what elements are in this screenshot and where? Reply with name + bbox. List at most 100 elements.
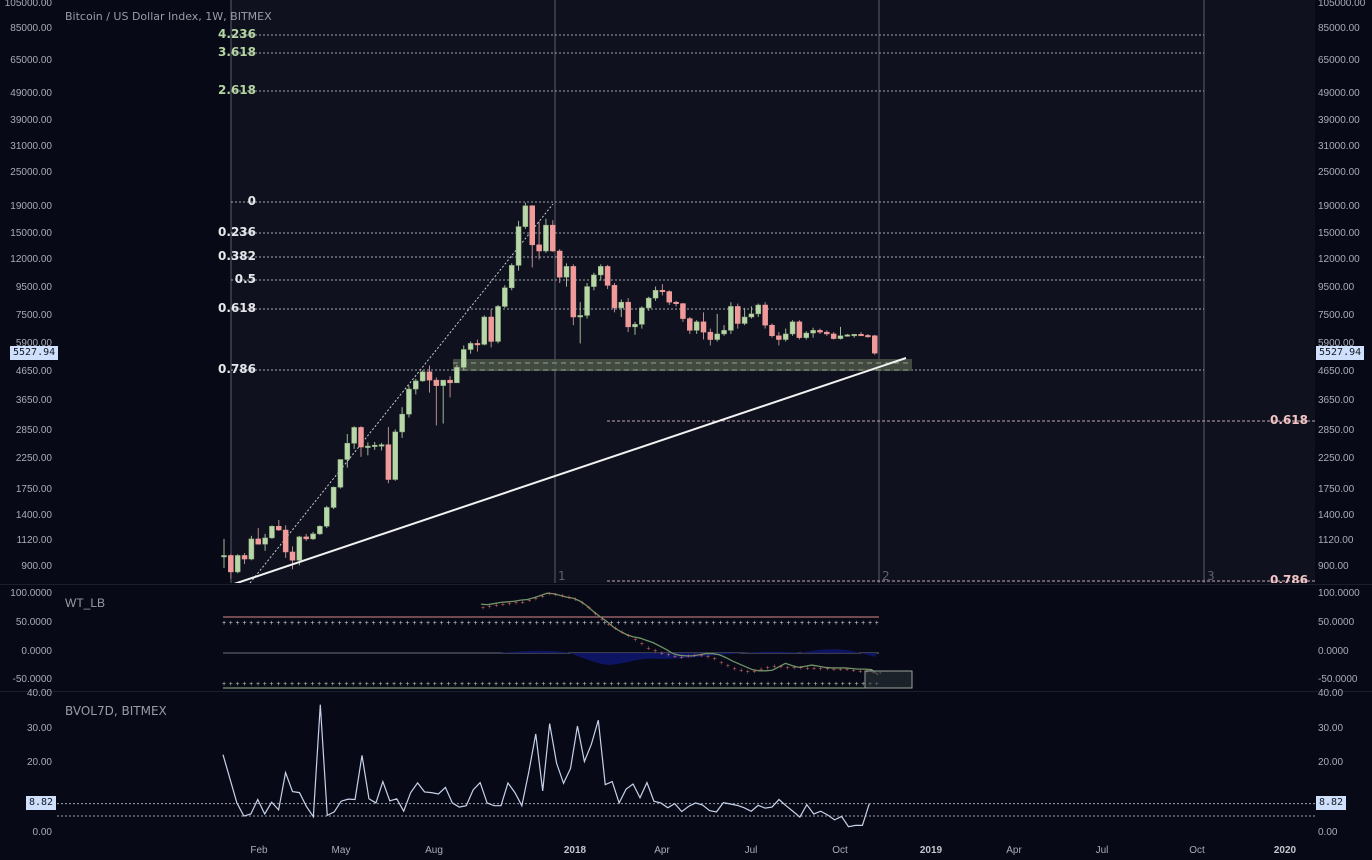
right-axis-tick: 2250.00 — [1318, 453, 1355, 464]
svg-text:+: + — [338, 681, 342, 688]
right-axis-tick: 5900.00 — [1318, 338, 1355, 349]
svg-text:+: + — [249, 620, 253, 627]
right-axis-tick: 4650.00 — [1318, 366, 1355, 377]
left-axis-tick: 19000.00 — [10, 201, 52, 212]
svg-text:+: + — [358, 620, 362, 627]
fib-right-label: 0.786 — [1270, 573, 1308, 583]
right-axis-tick: 1400.00 — [1318, 510, 1355, 521]
svg-text:+: + — [766, 620, 770, 627]
svg-text:+: + — [773, 620, 777, 627]
left-current-price-tag: 5527.94 — [10, 346, 59, 360]
right-current-price-tag: 5527.94 — [1316, 346, 1365, 360]
svg-text:+: + — [623, 620, 627, 627]
svg-text:+: + — [440, 620, 444, 627]
svg-text:+: + — [446, 620, 450, 627]
svg-text:+: + — [733, 666, 737, 673]
svg-text:+: + — [637, 620, 641, 627]
bvol-left-tick: 40.00 — [26, 688, 52, 699]
right-axis-tick: 105000.00 — [1318, 0, 1366, 9]
bvol-left-tick: 30.00 — [26, 723, 52, 734]
wt-lb-indicator-pane[interactable]: + + + + + + + + + + + + + + + + + + + + + + + + + + + + + + + + + + + + + + + +… — [0, 584, 1372, 691]
svg-text:+: + — [514, 620, 518, 627]
svg-text:+: + — [344, 620, 348, 627]
svg-text:+: + — [616, 620, 620, 627]
svg-text:+: + — [480, 620, 484, 627]
bvol7d-canvas[interactable] — [0, 692, 1372, 860]
fib-extension-label: 3.618 — [218, 45, 256, 59]
svg-text:+: + — [759, 667, 763, 674]
svg-text:+: + — [799, 665, 803, 672]
svg-text:+: + — [562, 620, 566, 627]
svg-text:+: + — [691, 620, 695, 627]
left-axis-tick: 7500.00 — [15, 310, 52, 321]
svg-text:+: + — [494, 681, 498, 688]
svg-text:+: + — [297, 681, 301, 688]
svg-text:+: + — [304, 620, 308, 627]
svg-text:+: + — [542, 620, 546, 627]
svg-text:+: + — [827, 681, 831, 688]
svg-text:+: + — [812, 665, 816, 672]
svg-text:+: + — [481, 605, 485, 612]
svg-text:+: + — [832, 667, 836, 674]
svg-text:+: + — [378, 620, 382, 627]
svg-text:+: + — [779, 664, 783, 671]
svg-text:+: + — [249, 681, 253, 688]
svg-text:+: + — [603, 620, 607, 627]
svg-text:+: + — [256, 620, 260, 627]
svg-text:+: + — [848, 620, 852, 627]
svg-text:+: + — [514, 600, 518, 607]
svg-text:+: + — [660, 650, 664, 657]
svg-text:+: + — [487, 620, 491, 627]
svg-text:+: + — [419, 620, 423, 627]
svg-text:+: + — [569, 620, 573, 627]
svg-text:+: + — [392, 681, 396, 688]
svg-text:+: + — [800, 681, 804, 688]
svg-text:+: + — [772, 664, 776, 671]
svg-text:+: + — [671, 681, 675, 688]
price-chart-pane[interactable]: Bitcoin / US Dollar Index, 1W, BITMEX 10… — [0, 0, 1372, 583]
bvol7d-indicator-pane[interactable]: BVOL7D, BITMEX 40.00 30.00 20.00 0.00 40.00… — [0, 688, 1372, 860]
svg-text:+: + — [542, 681, 546, 688]
svg-text:+: + — [673, 653, 677, 660]
svg-text:+: + — [412, 681, 416, 688]
svg-text:+: + — [780, 620, 784, 627]
svg-text:+: + — [718, 681, 722, 688]
left-axis-tick: 105000.00 — [4, 0, 52, 9]
svg-text:+: + — [256, 681, 260, 688]
svg-text:+: + — [263, 681, 267, 688]
right-axis-tick: 15000.00 — [1318, 228, 1360, 239]
svg-text:+: + — [548, 620, 552, 627]
left-axis-tick: 2850.00 — [15, 425, 52, 436]
svg-text:+: + — [726, 663, 730, 670]
svg-text:+: + — [555, 681, 559, 688]
svg-text:+: + — [358, 681, 362, 688]
svg-text:+: + — [580, 600, 584, 607]
svg-text:+: + — [331, 681, 335, 688]
svg-text:+: + — [637, 681, 641, 688]
price-chart-canvas[interactable] — [0, 0, 1372, 583]
wt-left-tick: -50.0000 — [12, 674, 52, 685]
time-axis-label: Oct — [1189, 845, 1205, 856]
svg-text:+: + — [548, 681, 552, 688]
svg-text:+: + — [222, 620, 226, 627]
wt-lb-canvas[interactable]: ++++++++++++++++++++++++++++++++++++++++… — [0, 585, 1372, 691]
svg-text:+: + — [229, 620, 233, 627]
svg-text:+: + — [547, 591, 551, 598]
svg-text:+: + — [236, 620, 240, 627]
svg-text:+: + — [501, 602, 505, 609]
wt-left-tick: 100.0000 — [10, 588, 52, 599]
svg-text:+: + — [739, 620, 743, 627]
svg-text:+: + — [567, 595, 571, 602]
svg-text:+: + — [868, 620, 872, 627]
left-axis-tick: 31000.00 — [10, 141, 52, 152]
svg-text:+: + — [378, 681, 382, 688]
wt-right-tick: 50.0000 — [1318, 617, 1355, 628]
svg-text:+: + — [613, 626, 617, 633]
time-axis-label: 2018 — [563, 845, 587, 856]
svg-text:+: + — [331, 620, 335, 627]
svg-text:+: + — [786, 681, 790, 688]
svg-text:+: + — [474, 620, 478, 627]
left-axis-tick: 1750.00 — [15, 484, 52, 495]
svg-text:+: + — [820, 620, 824, 627]
svg-text:+: + — [814, 681, 818, 688]
